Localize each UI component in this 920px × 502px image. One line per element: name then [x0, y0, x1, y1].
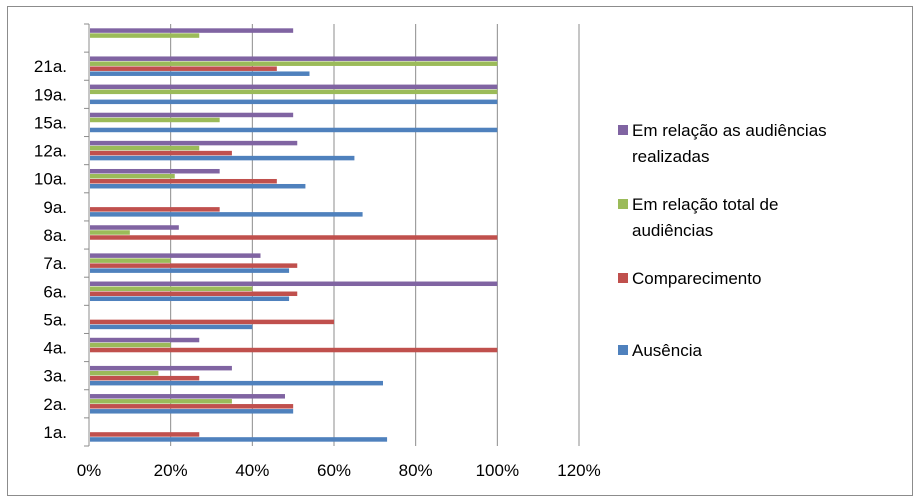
bar: [90, 173, 175, 179]
x-tick-label: 40%: [235, 461, 269, 480]
bar: [90, 28, 294, 33]
bar: [90, 66, 277, 71]
y-tick-label: 8a.: [43, 226, 67, 245]
bar: [90, 258, 171, 263]
bar: [90, 437, 388, 442]
y-tick-label: 12a.: [34, 142, 67, 161]
x-tick-labels: 0% 20% 40% 60% 80% 100% 120%: [77, 461, 601, 480]
bar: [90, 178, 277, 184]
bar: [90, 399, 232, 404]
bar: [90, 324, 253, 330]
bar: [90, 89, 498, 95]
bar: [90, 365, 232, 371]
y-tick-label: 19a.: [34, 85, 67, 104]
y-tick-labels: 1a. 2a. 3a. 4a. 5a. 6a. 7a. 8a. 9a. 10a. 12a. 15a. 1…: [34, 57, 67, 442]
legend-swatch: [618, 125, 628, 135]
bar: [90, 127, 498, 133]
x-tick-label: 0%: [77, 461, 102, 480]
bar: [90, 370, 159, 376]
grid-lines: [170, 24, 580, 446]
bar: [90, 432, 200, 437]
y-tick-label: 21a.: [34, 57, 67, 76]
legend-label: Em relação total de: [632, 195, 778, 214]
legend-label: audiências: [632, 221, 713, 240]
legend-swatch: [618, 199, 628, 209]
bar: [90, 155, 355, 161]
bar: [90, 263, 298, 268]
y-tick-label: 5a.: [43, 310, 67, 329]
bar: [90, 140, 298, 146]
axes: [84, 23, 90, 447]
legend-label: Ausência: [632, 341, 702, 360]
y-tick-label: 1a.: [43, 423, 67, 442]
bar: [90, 291, 298, 297]
bar: [90, 168, 220, 174]
bar: [90, 61, 498, 66]
bar: [90, 281, 498, 287]
bar: [90, 99, 498, 105]
bar: [90, 409, 294, 414]
x-tick-label: 20%: [154, 461, 188, 480]
bar: [90, 56, 498, 61]
bar: [90, 375, 200, 381]
bar: [90, 183, 306, 189]
legend-label: Comparecimento: [632, 269, 761, 288]
y-tick-label: 9a.: [43, 198, 67, 217]
bar: [90, 296, 290, 302]
bar: [90, 394, 285, 399]
bar: [90, 404, 294, 409]
y-tick-label: 2a.: [43, 395, 67, 414]
x-tick-label: 120%: [557, 461, 600, 480]
y-tick-label: 6a.: [43, 282, 67, 301]
y-tick-label: 4a.: [43, 339, 67, 358]
bar: [90, 337, 200, 343]
legend-swatch: [618, 273, 628, 283]
bar: [90, 212, 363, 217]
bar: [90, 145, 200, 151]
bar: [90, 84, 498, 90]
bar: [90, 342, 171, 348]
bar: [90, 235, 498, 240]
bars: [90, 28, 498, 442]
bar: [90, 286, 253, 292]
x-tick-label: 80%: [399, 461, 433, 480]
bar: [90, 253, 261, 258]
bar: [90, 150, 232, 156]
y-tick-label: 3a.: [43, 367, 67, 386]
bar: [90, 71, 310, 76]
legend-swatch: [618, 345, 628, 355]
y-tick-label: 10a.: [34, 170, 67, 189]
x-tick-label: 100%: [476, 461, 519, 480]
bar: [90, 268, 290, 273]
bar: [90, 319, 334, 325]
y-tick-label: 7a.: [43, 254, 67, 273]
bar: [90, 33, 200, 38]
legend-label: Em relação as audiências: [632, 121, 827, 140]
bar: [90, 230, 130, 235]
x-tick-label: 60%: [317, 461, 351, 480]
bar: [90, 347, 498, 353]
bar: [90, 117, 220, 123]
bar: [90, 380, 383, 386]
legend: Em relação as audiências realizadas Em rel…: [618, 121, 827, 360]
bar: [90, 112, 294, 118]
bar: [90, 225, 179, 230]
legend-label: realizadas: [632, 147, 710, 166]
bar: [90, 207, 220, 212]
y-tick-label: 15a.: [34, 113, 67, 132]
